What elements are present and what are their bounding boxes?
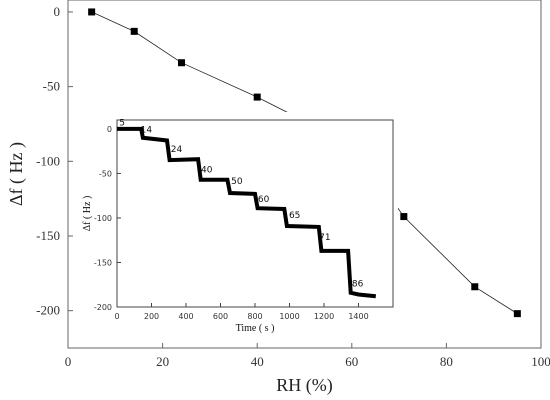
inset-x-tick-label: 800: [247, 312, 262, 321]
main-data-point: [178, 59, 186, 67]
main-data-point: [130, 27, 138, 35]
inset-step-label: 71: [319, 233, 330, 243]
inset-x-axis-title: Time ( s ): [236, 323, 275, 334]
main-x-tick-label: 100: [531, 354, 550, 369]
main-y-tick-label: -50: [43, 79, 60, 94]
inset-x-tick-label: 1400: [348, 312, 368, 321]
inset-y-tick-label: -100: [94, 214, 112, 223]
main-plot-frame: [67, 0, 542, 349]
inset-step-label: 40: [201, 166, 213, 176]
inset-y-axis-title: Δf ( Hz ): [82, 196, 93, 232]
inset-background: [82, 112, 398, 340]
main-x-tick-label: 80: [440, 354, 453, 369]
main-x-axis-title: RH (%): [276, 375, 333, 396]
inset-step-label: 5: [119, 118, 125, 128]
inset-x-tick-label: 400: [178, 312, 193, 321]
inset-x-tick-label: 600: [213, 312, 228, 321]
inset-x-tick-label: 200: [144, 312, 159, 321]
main-data-point: [88, 8, 96, 16]
inset-y-tick-label: -200: [94, 303, 112, 312]
inset-x-tick-label: 1200: [314, 312, 334, 321]
main-x-tick-label: 60: [345, 354, 358, 369]
inset-step-labels: 5 14 24 40 50 60 65 71 86: [119, 118, 363, 289]
main-y-tick-label: 0: [54, 4, 61, 19]
inset-x-tick-label: 0: [114, 312, 119, 321]
inset-chart: 0 200 400 600 800 1000 1200 1400 0 -50 -100 -150 -2…: [82, 112, 398, 340]
main-x-ticks: 0 20 40 60 80 100: [65, 343, 550, 369]
inset-x-ticks: 0 200 400 600 800 1000 1200 1400: [114, 303, 369, 321]
main-y-axis-title: Δf ( Hz ): [6, 142, 27, 206]
main-y-tick-label: -200: [36, 303, 60, 318]
inset-step-label: 50: [231, 177, 243, 187]
inset-step-line: [117, 126, 377, 299]
main-data-point: [253, 93, 261, 101]
inset-step-label: 24: [171, 145, 183, 155]
inset-y-tick-label: -150: [94, 258, 112, 267]
main-data-point: [471, 283, 479, 291]
inset-y-tick-label: 0: [107, 125, 112, 134]
main-x-tick-label: 0: [65, 354, 72, 369]
main-data-point: [400, 213, 408, 221]
main-y-ticks: 0 -50 -100 -150 -200: [36, 4, 73, 318]
main-y-tick-label: -150: [36, 228, 60, 243]
inset-step-label: 86: [352, 280, 364, 290]
inset-y-tick-label: -50: [99, 169, 112, 178]
main-data-point: [513, 310, 521, 318]
inset-x-tick-label: 1000: [279, 312, 299, 321]
inset-step-label: 60: [258, 195, 270, 205]
main-x-tick-label: 40: [251, 354, 264, 369]
inset-step-label: 65: [289, 211, 300, 221]
inset-step-label: 14: [141, 125, 153, 135]
main-x-tick-label: 20: [156, 354, 169, 369]
main-y-tick-label: -100: [36, 153, 60, 168]
